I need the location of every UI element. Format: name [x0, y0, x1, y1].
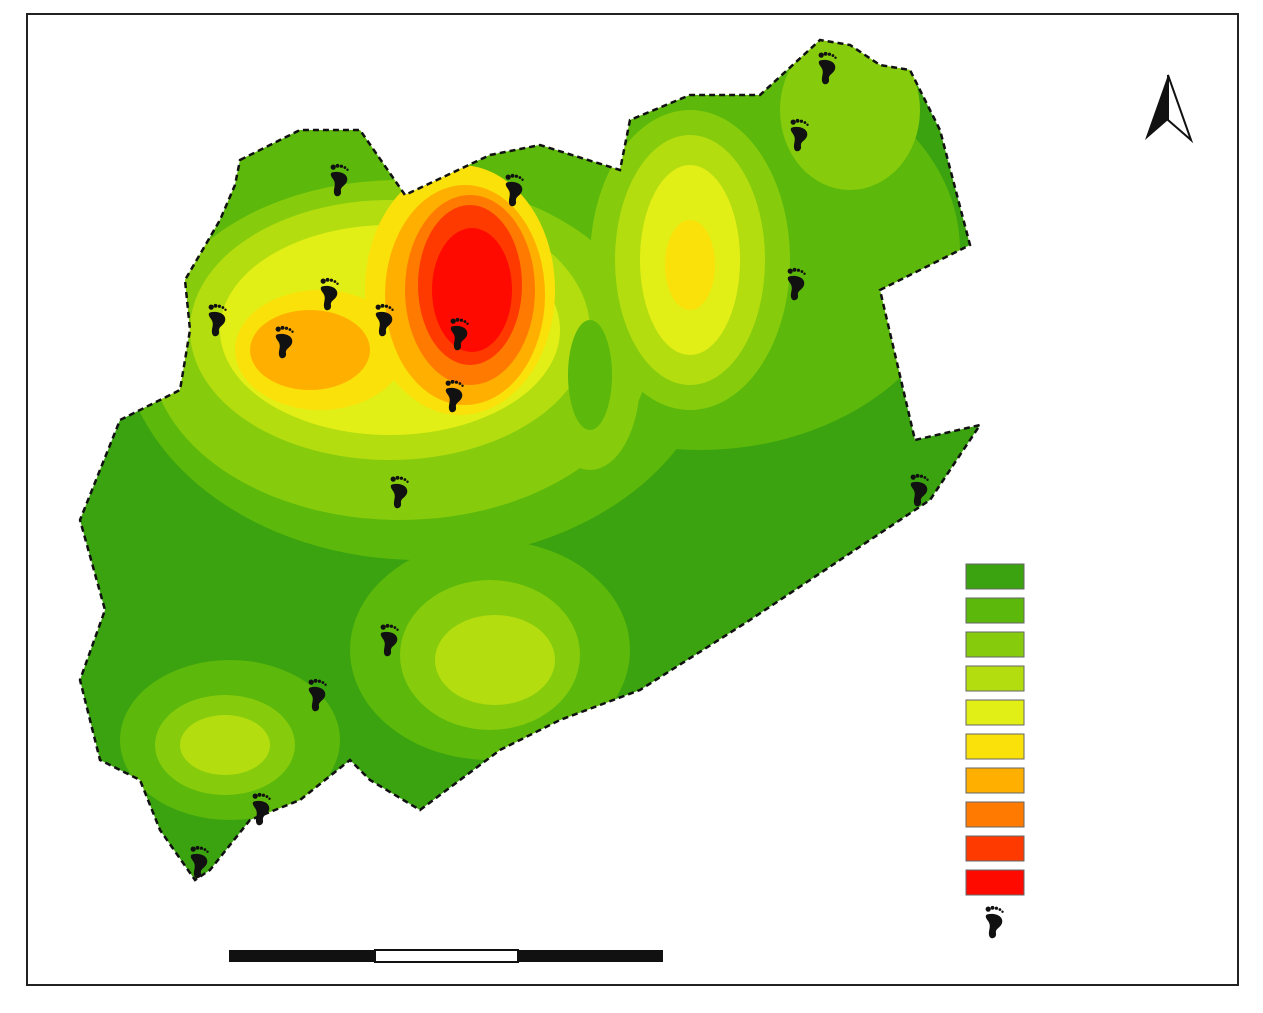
- legend-swatch: [965, 665, 1025, 692]
- legend-swatch: [965, 597, 1025, 624]
- legend-swatch: [965, 767, 1025, 794]
- legend-swatch: [965, 699, 1025, 726]
- legend-swatch: [965, 801, 1025, 828]
- legend-swatch: [965, 869, 1025, 896]
- legend-swatch: [965, 733, 1025, 760]
- scale-bar: [229, 949, 663, 963]
- legend-swatch: [965, 835, 1025, 862]
- legend: [965, 563, 1025, 939]
- north-arrow: [1145, 74, 1194, 144]
- legend-swatch: [965, 631, 1025, 658]
- legend-swatch: [965, 563, 1025, 590]
